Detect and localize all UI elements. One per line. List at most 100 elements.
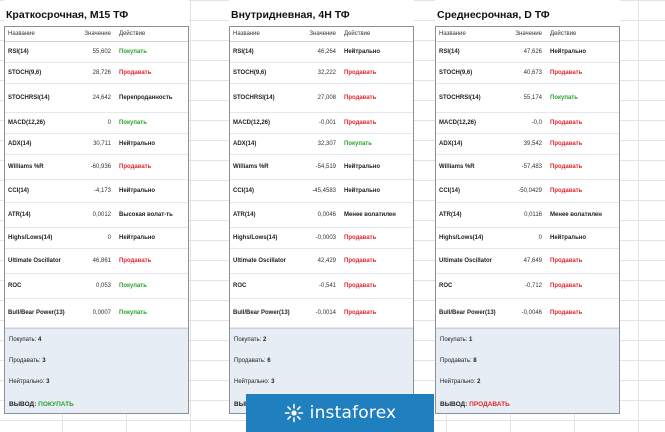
- indicator-action: Продавать: [550, 283, 583, 289]
- indicator-table: Название Значение Действие RSI(14) 55,602 Пок…: [4, 26, 189, 414]
- table-row: STOCHRSI(14) 24,642 Перепроданность: [5, 84, 188, 113]
- indicator-value: -57,483: [521, 164, 542, 170]
- indicator-action: Продавать: [550, 70, 583, 76]
- indicator-name: Bull/Bear Power(13): [439, 309, 496, 316]
- indicator-value: -0,0046: [521, 310, 542, 316]
- verdict: ВЫВОД: ПРОДАВАТЬ: [440, 401, 510, 408]
- table-row: MACD(12,26) 0 Покупать: [5, 113, 188, 134]
- summary-sell: Продавать: 3: [9, 358, 46, 364]
- indicator-action: Покупать: [344, 141, 372, 147]
- indicator-name: Highs/Lows(14): [439, 234, 484, 241]
- indicator-name: ADX(14): [233, 140, 257, 147]
- indicator-value: -0,541: [318, 283, 336, 289]
- indicator-name: CCI(14): [233, 187, 255, 194]
- indicator-action: Продавать: [550, 188, 583, 194]
- indicator-name: Bull/Bear Power(13): [8, 309, 65, 316]
- indicator-table: Название Значение Действие RSI(14) 46,264 Ней…: [229, 26, 414, 414]
- summary-sell: Продавать: 8: [440, 358, 477, 364]
- indicator-action: Продавать: [344, 283, 377, 289]
- table-row: ROC -0,541 Продавать: [230, 274, 413, 299]
- indicator-value: -4,173: [93, 188, 111, 194]
- summary-buy: Покупать: 4: [9, 337, 41, 343]
- indicator-action: Продавать: [550, 310, 583, 316]
- indicator-action: Нейтрально: [119, 235, 156, 241]
- indicator-value: 39,542: [523, 141, 542, 147]
- indicator-name: Ultimate Oscillator: [8, 257, 62, 264]
- indicator-value: -0,0: [531, 120, 542, 126]
- indicator-value: 0,0012: [92, 212, 111, 218]
- indicator-panel: Краткосрочная, M15 ТФ Название Значение Дей…: [4, 0, 189, 414]
- indicator-name: Williams %R: [233, 163, 269, 170]
- indicator-name: Ultimate Oscillator: [233, 257, 287, 264]
- indicator-panel: Внутридневная, 4H ТФ Название Значение Дейс…: [229, 0, 414, 414]
- summary-neutral-label: Нейтрально:: [9, 379, 45, 385]
- table-row: ADX(14) 32,307 Покупать: [230, 134, 413, 155]
- indicator-action: Продавать: [344, 310, 377, 316]
- indicator-value: 32,307: [317, 141, 336, 147]
- table-row: ATR(14) 0,0116 Менее волатилен: [436, 203, 619, 228]
- column-header-action: Действие: [550, 31, 577, 37]
- table-row: CCI(14) -4,173 Нейтрально: [5, 180, 188, 203]
- indicator-action: Покупать: [119, 310, 147, 316]
- table-row: Ultimate Oscillator 42,429 Продавать: [230, 249, 413, 274]
- summary-buy-count: 4: [38, 337, 42, 343]
- summary-buy-count: 1: [469, 337, 473, 343]
- indicator-action: Менее волатилен: [344, 212, 396, 218]
- indicator-name: Highs/Lows(14): [233, 234, 278, 241]
- indicator-action: Покупать: [119, 283, 147, 289]
- table-row: MACD(12,26) -0,0 Продавать: [436, 113, 619, 134]
- summary-sell-count: 8: [473, 358, 477, 364]
- indicator-name: MACD(12,26): [439, 119, 477, 126]
- indicator-action: Продавать: [119, 70, 152, 76]
- table-row: STOCH(9,6) 32,222 Продавать: [230, 63, 413, 84]
- summary-buy: Покупать: 1: [440, 337, 472, 343]
- table-row: ROC 0,053 Покупать: [5, 274, 188, 299]
- indicator-name: Ultimate Oscillator: [439, 257, 493, 264]
- indicator-value: -60,936: [90, 164, 111, 170]
- indicator-value: -0,712: [524, 283, 542, 289]
- indicator-name: MACD(12,26): [233, 119, 271, 126]
- indicator-value: 0: [538, 235, 542, 241]
- indicator-value: 55,602: [92, 49, 111, 55]
- summary-neutral-count: 3: [271, 379, 275, 385]
- indicator-value: 0,053: [95, 283, 111, 289]
- indicator-action: Продавать: [344, 235, 377, 241]
- indicator-action: Продавать: [344, 95, 377, 101]
- indicator-name: RSI(14): [8, 48, 29, 55]
- indicator-name: Bull/Bear Power(13): [233, 309, 290, 316]
- indicator-value: 42,429: [317, 258, 336, 264]
- indicator-name: STOCH(9,6): [233, 69, 267, 76]
- indicator-name: RSI(14): [439, 48, 460, 55]
- indicator-value: 0,0007: [92, 310, 111, 316]
- table-header: Название Значение Действие: [5, 27, 188, 42]
- indicator-name: STOCHRSI(14): [439, 94, 481, 101]
- indicator-value: 30,711: [93, 141, 111, 147]
- indicator-action: Продавать: [119, 164, 152, 170]
- panel-title: Внутридневная, 4H ТФ: [229, 0, 414, 26]
- indicator-panel: Среднесрочная, D ТФ Название Значение Дейст…: [435, 0, 620, 414]
- column-header-action: Действие: [119, 31, 146, 37]
- indicator-action: Высокая волат-ть: [119, 212, 173, 218]
- indicator-action: Перепроданность: [119, 95, 173, 101]
- summary-sell-label: Продавать:: [234, 358, 266, 364]
- table-row: RSI(14) 55,602 Покупать: [5, 42, 188, 63]
- indicator-name: Williams %R: [8, 163, 44, 170]
- column-header-action: Действие: [344, 31, 371, 37]
- table-row: Ultimate Oscillator 47,649 Продавать: [436, 249, 619, 274]
- table-header: Название Значение Действие: [436, 27, 619, 42]
- table-row: Ultimate Oscillator 46,861 Продавать: [5, 249, 188, 274]
- indicator-value: -54,519: [315, 164, 336, 170]
- indicator-action: Нейтрально: [344, 49, 381, 55]
- indicator-value: 0: [107, 120, 111, 126]
- indicator-name: STOCHRSI(14): [233, 94, 275, 101]
- indicator-value: -0,001: [318, 120, 336, 126]
- instaforex-logo-icon: [284, 403, 303, 423]
- column-header-name: Название: [233, 30, 260, 37]
- indicator-name: ATR(14): [8, 211, 31, 218]
- indicator-name: STOCHRSI(14): [8, 94, 50, 101]
- verdict-value: ПРОДАВАТЬ: [469, 401, 510, 408]
- indicator-value: 47,626: [523, 49, 542, 55]
- table-row: STOCH(9,6) 28,726 Продавать: [5, 63, 188, 84]
- column-header-name: Название: [439, 30, 466, 37]
- panel-title: Краткосрочная, M15 ТФ: [4, 0, 189, 26]
